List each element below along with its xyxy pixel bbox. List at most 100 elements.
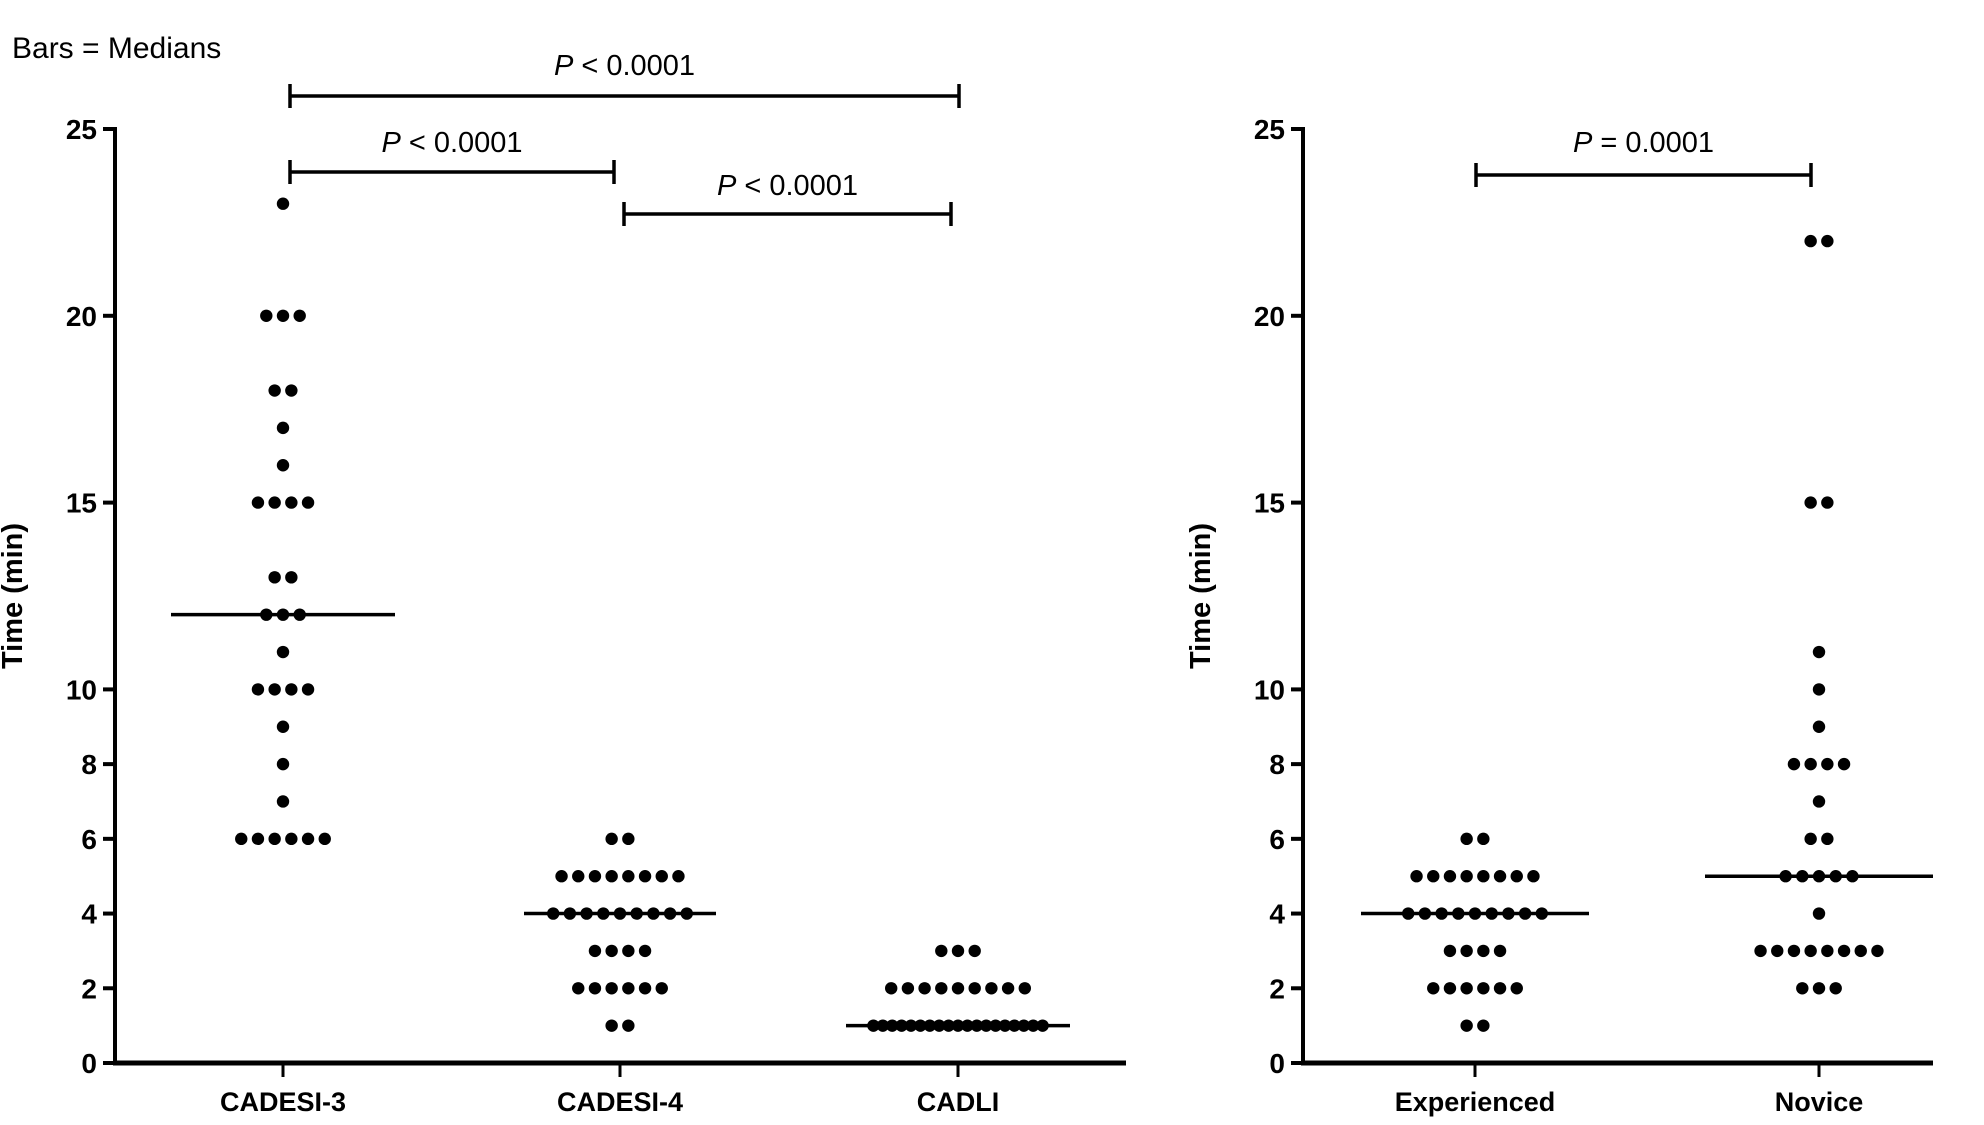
y-tick-label: 8 bbox=[1269, 749, 1285, 780]
data-point bbox=[572, 870, 585, 883]
data-point bbox=[638, 870, 652, 883]
data-point bbox=[968, 944, 981, 958]
data-point bbox=[1804, 496, 1817, 509]
data-point bbox=[268, 832, 281, 846]
data-point bbox=[1460, 870, 1473, 883]
data-point bbox=[605, 982, 618, 995]
data-point bbox=[655, 870, 668, 883]
x-category-label: Experienced bbox=[1395, 1087, 1556, 1117]
data-point bbox=[285, 683, 298, 696]
data-point bbox=[276, 459, 290, 472]
data-point bbox=[1477, 832, 1490, 846]
data-point bbox=[276, 645, 290, 659]
data-point bbox=[622, 982, 635, 995]
data-point bbox=[622, 944, 635, 958]
p-value-label: P < 0.0001 bbox=[381, 127, 522, 159]
data-point bbox=[968, 982, 981, 995]
data-point bbox=[1477, 982, 1490, 995]
data-point bbox=[1460, 944, 1473, 958]
data-point bbox=[260, 309, 273, 322]
data-point bbox=[1410, 870, 1423, 883]
data-point bbox=[638, 944, 652, 958]
data-point bbox=[1018, 982, 1031, 995]
data-point bbox=[276, 309, 290, 322]
data-point bbox=[885, 982, 898, 995]
data-point bbox=[251, 832, 265, 846]
data-point bbox=[951, 982, 965, 995]
data-point bbox=[268, 384, 281, 397]
significance-bracket: P < 0.0001 bbox=[288, 127, 616, 184]
data-point bbox=[672, 870, 685, 883]
data-point bbox=[1460, 832, 1473, 846]
data-point bbox=[251, 496, 265, 509]
y-tick-label: 6 bbox=[1269, 824, 1285, 855]
data-point bbox=[1460, 982, 1473, 995]
y-tick-label: 25 bbox=[66, 114, 97, 145]
y-axis-title: Time (min) bbox=[0, 523, 29, 669]
data-point bbox=[588, 870, 602, 883]
data-point bbox=[285, 571, 298, 584]
data-point bbox=[268, 683, 281, 696]
data-point bbox=[1001, 982, 1015, 995]
p-value-label: P < 0.0001 bbox=[554, 50, 695, 82]
x-category-label: CADESI-3 bbox=[220, 1087, 346, 1117]
series-cadesi-4 bbox=[524, 832, 716, 1032]
data-point bbox=[1493, 870, 1507, 883]
data-point bbox=[555, 870, 568, 883]
data-point bbox=[1510, 982, 1523, 995]
data-point bbox=[1771, 944, 1784, 958]
data-point bbox=[1493, 944, 1507, 958]
data-point bbox=[276, 421, 290, 435]
y-tick-label: 20 bbox=[1254, 301, 1285, 332]
y-tick-label: 10 bbox=[66, 674, 97, 705]
data-point bbox=[935, 982, 948, 995]
y-tick-label: 4 bbox=[81, 899, 97, 930]
data-point bbox=[1854, 944, 1867, 958]
y-tick-label: 0 bbox=[1269, 1048, 1285, 1079]
data-point bbox=[935, 944, 948, 958]
data-point bbox=[1812, 795, 1826, 808]
data-point bbox=[918, 982, 931, 995]
y-tick-label: 6 bbox=[81, 824, 97, 855]
data-point bbox=[301, 496, 315, 509]
data-point bbox=[588, 982, 602, 995]
data-point bbox=[901, 982, 915, 995]
significance-bracket: P < 0.0001 bbox=[288, 50, 961, 108]
series-cadli bbox=[846, 944, 1070, 1032]
panel-scale-comparison: 0 2 4 6 8 10 15 20 25 Time (min) CADESI-3 CADESI-4 C… bbox=[0, 50, 1126, 1117]
data-point bbox=[1837, 757, 1851, 771]
data-point bbox=[1821, 496, 1834, 509]
y-tick-label: 0 bbox=[81, 1048, 97, 1079]
y-tick-label: 4 bbox=[1269, 899, 1285, 930]
data-point bbox=[276, 757, 290, 771]
data-point bbox=[1871, 944, 1884, 958]
data-point bbox=[1527, 870, 1540, 883]
data-point bbox=[605, 832, 618, 846]
data-point bbox=[622, 870, 635, 883]
data-point bbox=[1829, 982, 1842, 995]
data-point bbox=[588, 944, 602, 958]
data-point bbox=[1804, 832, 1817, 846]
significance-bracket: P < 0.0001 bbox=[622, 170, 953, 226]
y-tick-label: 20 bbox=[66, 301, 97, 332]
data-point bbox=[251, 683, 265, 696]
panel-experience-comparison: 0 2 4 6 8 10 15 20 25 Time (min) Experienced Novice… bbox=[1185, 114, 1933, 1117]
data-point bbox=[1427, 870, 1440, 883]
y-tick-label: 15 bbox=[1254, 488, 1285, 519]
data-point bbox=[1812, 907, 1826, 920]
data-point bbox=[605, 870, 618, 883]
data-point bbox=[985, 982, 998, 995]
y-tick-label: 10 bbox=[1254, 674, 1285, 705]
data-point bbox=[1510, 870, 1523, 883]
data-point bbox=[1804, 944, 1817, 958]
data-point bbox=[1477, 944, 1490, 958]
data-point bbox=[268, 571, 281, 584]
x-category-label: CADESI-4 bbox=[557, 1087, 683, 1117]
data-point bbox=[605, 1019, 618, 1032]
data-point bbox=[1812, 645, 1826, 659]
p-value-label: P = 0.0001 bbox=[1573, 127, 1714, 159]
data-point bbox=[1493, 982, 1507, 995]
data-point bbox=[1427, 982, 1440, 995]
